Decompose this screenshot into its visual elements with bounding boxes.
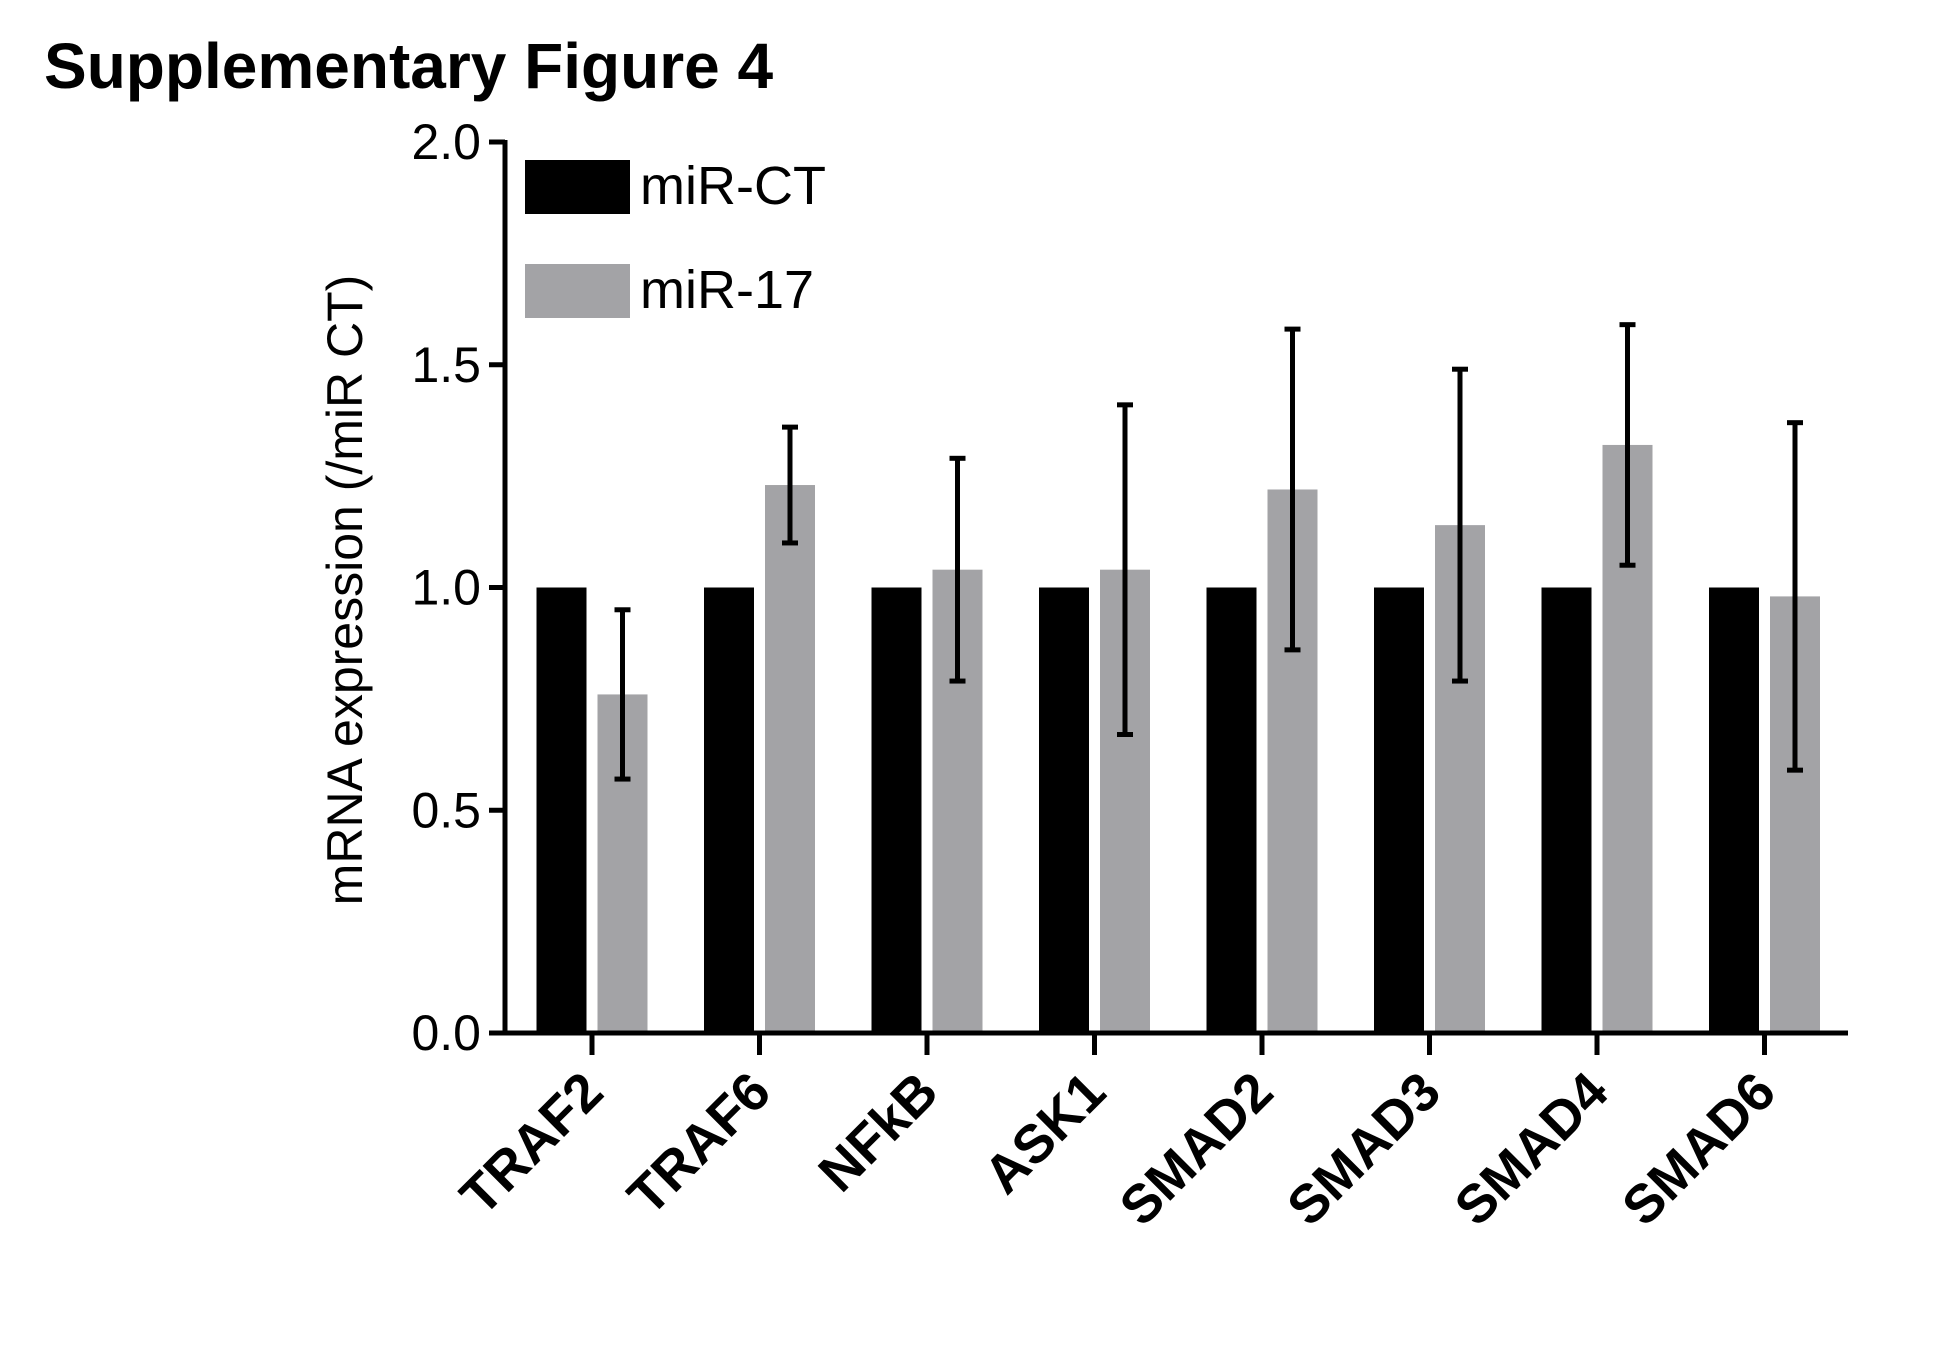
legend-label: miR-CT [640,156,826,216]
legend-label: miR-17 [640,260,814,320]
error-bar-ask1 [1117,402,1133,738]
error-bar-smad6 [1787,420,1803,773]
bar-mir-ct-nfkb [871,587,922,1033]
bars-layer [536,444,1820,1033]
y-axis-label: mRNA expression (/miR CT) [317,275,373,906]
figure-title: Supplementary Figure 4 [44,30,774,102]
x-tick-label-smad4: SMAD4 [1443,1061,1619,1237]
x-tick-label-ask1: ASK1 [973,1061,1117,1205]
error-bar-smad3 [1452,366,1468,684]
legend-item-mir-ct: miR-CT [525,156,826,216]
error-bars-layer [614,322,1803,782]
error-bar-nfkb [949,455,966,684]
axes-layer [489,139,1848,1055]
error-bar-smad4 [1619,322,1636,568]
bar-mir-ct-smad4 [1541,587,1592,1033]
y-tick-label: 1.5 [411,337,481,393]
bar-mir-ct-smad6 [1709,587,1759,1033]
x-tick-label-traf2: TRAF2 [449,1061,614,1226]
bar-mir-ct-smad3 [1374,587,1424,1033]
error-bar-traf2 [614,607,631,782]
legend-item-mir-17: miR-17 [525,260,814,320]
bar-mir-17-traf6 [765,485,815,1033]
bar-mir-ct-traf2 [536,587,587,1033]
y-tick-label: 0.0 [411,1005,481,1061]
bar-mir-ct-ask1 [1039,587,1089,1033]
x-tick-label-smad6: SMAD6 [1611,1061,1787,1237]
legend-swatch [525,160,630,214]
bar-mir-ct-traf6 [704,587,754,1033]
legend: miR-CT miR-17 [525,156,826,320]
bar-mir-ct-smad2 [1206,587,1257,1033]
x-tick-label-smad3: SMAD3 [1276,1061,1452,1237]
x-tick-label-traf6: TRAF6 [617,1061,782,1226]
y-tick-label: 1.0 [411,560,481,616]
y-tick-label: 2.0 [411,114,481,170]
error-bar-smad2 [1284,326,1301,653]
x-tick-label-smad2: SMAD2 [1108,1061,1284,1237]
y-tick-label: 0.5 [411,782,481,838]
error-bar-traf6 [782,424,798,546]
legend-swatch [525,264,630,318]
x-tick-label-nfkb: NFkB [807,1061,949,1203]
